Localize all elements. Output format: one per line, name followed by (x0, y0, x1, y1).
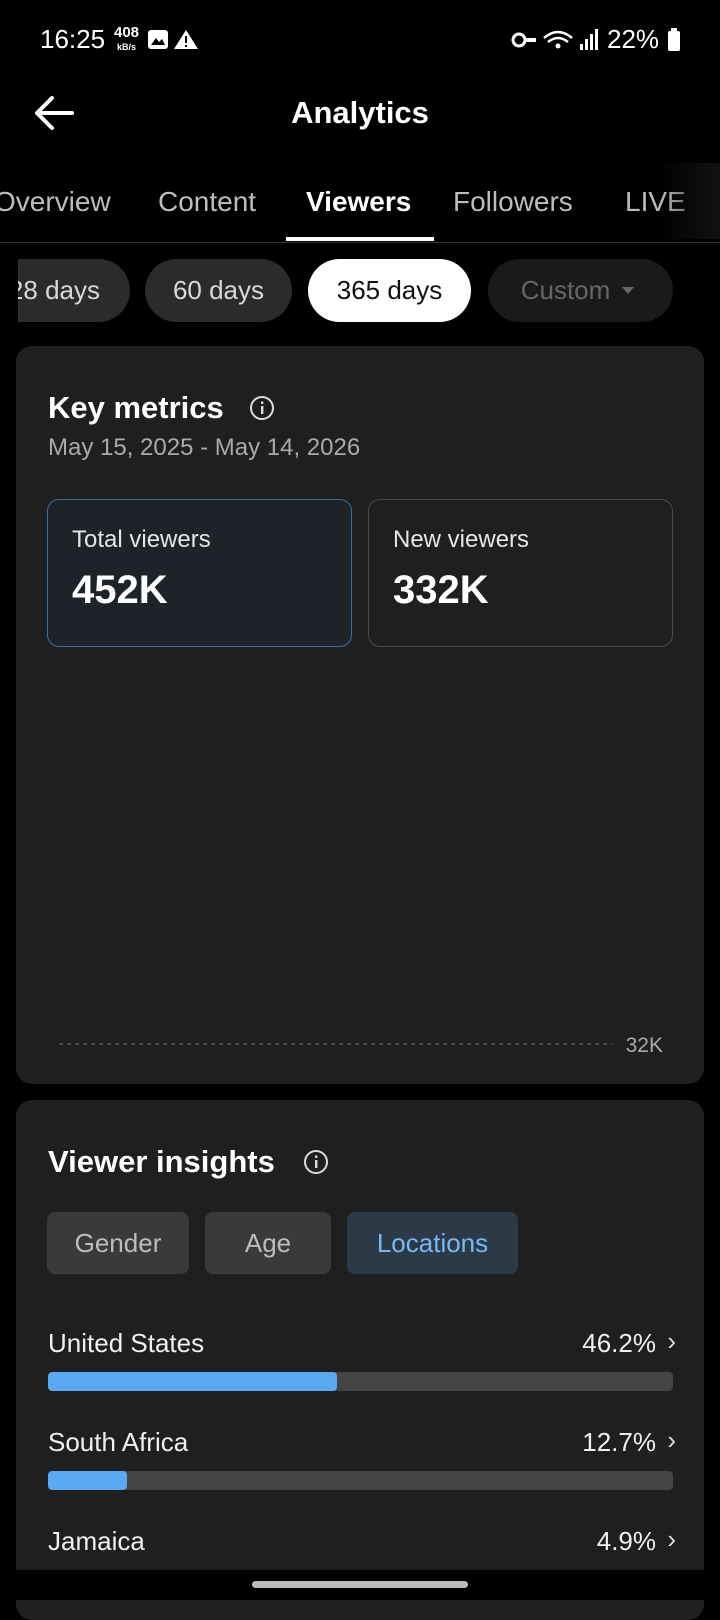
location-name: South Africa (48, 1427, 189, 1457)
period-label: Custom (520, 275, 611, 305)
metric-card[interactable]: New viewers 332K (368, 499, 673, 647)
battery-icon (668, 28, 680, 51)
filter-button[interactable]: Age (205, 1212, 331, 1274)
bar (48, 1471, 128, 1490)
tab-divider (0, 242, 720, 243)
tab-fade (660, 163, 720, 239)
bar-track (48, 1471, 673, 1490)
metric-value: 452K (72, 568, 168, 612)
tab[interactable]: Overview (0, 186, 111, 217)
period-pill[interactable]: Custom (488, 259, 673, 322)
tab-indicator (286, 237, 434, 241)
key-metrics-card: Key metrics May 15, 2025 - May 14, 2026 … (16, 346, 704, 1084)
filter-button[interactable]: Gender (47, 1212, 189, 1274)
net-speed: 408 kB/s (114, 24, 140, 54)
period-label: 28 days (8, 275, 100, 305)
tab[interactable]: Content (158, 186, 257, 217)
location-percent: 12.7% (582, 1427, 656, 1457)
location-percent: 46.2% (582, 1328, 656, 1358)
metric-card[interactable]: Total viewers 452K (47, 499, 352, 647)
info-icon[interactable] (248, 394, 276, 422)
section-title: Key metrics (48, 390, 224, 425)
pill-fade (0, 255, 18, 325)
speed-value: 408 (114, 24, 140, 41)
tab[interactable]: Followers (453, 186, 573, 217)
chevron: › (667, 1425, 676, 1455)
metric-label: Total viewers (72, 526, 211, 553)
section-title: Viewer insights (48, 1144, 275, 1179)
dropdown-caret (622, 286, 635, 294)
speed-unit: kB/s (117, 42, 137, 52)
period-label: 365 days (336, 275, 443, 305)
battery-level: 22% (607, 24, 660, 54)
home-handle[interactable] (252, 1581, 468, 1588)
period-pill[interactable]: 365 days (308, 259, 471, 322)
chevron: › (667, 1326, 676, 1356)
location-percent: 4.9% (596, 1526, 656, 1556)
viewers-chart: 10K21K32KMay 15, 2025May 14, 2026 (59, 1034, 663, 1057)
period-label: 60 days (172, 275, 265, 305)
info-icon[interactable] (302, 1148, 330, 1176)
bar-track (48, 1372, 673, 1391)
filter-button[interactable]: Locations (347, 1212, 518, 1274)
location-row[interactable]: South Africa 12.7% › (16, 1425, 704, 1507)
chevron: › (667, 1524, 676, 1554)
viewer-insights-card: Viewer insights Gender Age Locations Unite… (16, 1100, 704, 1620)
clock: 16:25 (40, 24, 106, 54)
metric-value: 332K (393, 568, 489, 612)
metric-label: New viewers (393, 526, 530, 553)
tab[interactable]: Viewers (306, 186, 412, 217)
back-button[interactable] (34, 95, 76, 131)
location-name: United States (48, 1328, 205, 1358)
location-row[interactable]: United States 46.2% › (16, 1326, 704, 1408)
nav-bar (0, 1570, 720, 1600)
bar (48, 1372, 337, 1391)
period-pill[interactable]: 60 days (145, 259, 292, 322)
y-tick-label: 32K (626, 1034, 663, 1057)
status-icons-right (511, 29, 598, 50)
date-range: May 15, 2025 - May 14, 2026 (48, 434, 361, 461)
period-pill[interactable]: 28 days (0, 259, 130, 322)
page-title: Analytics (291, 95, 429, 130)
status-icons-left (148, 30, 198, 49)
location-name: Jamaica (48, 1526, 145, 1556)
